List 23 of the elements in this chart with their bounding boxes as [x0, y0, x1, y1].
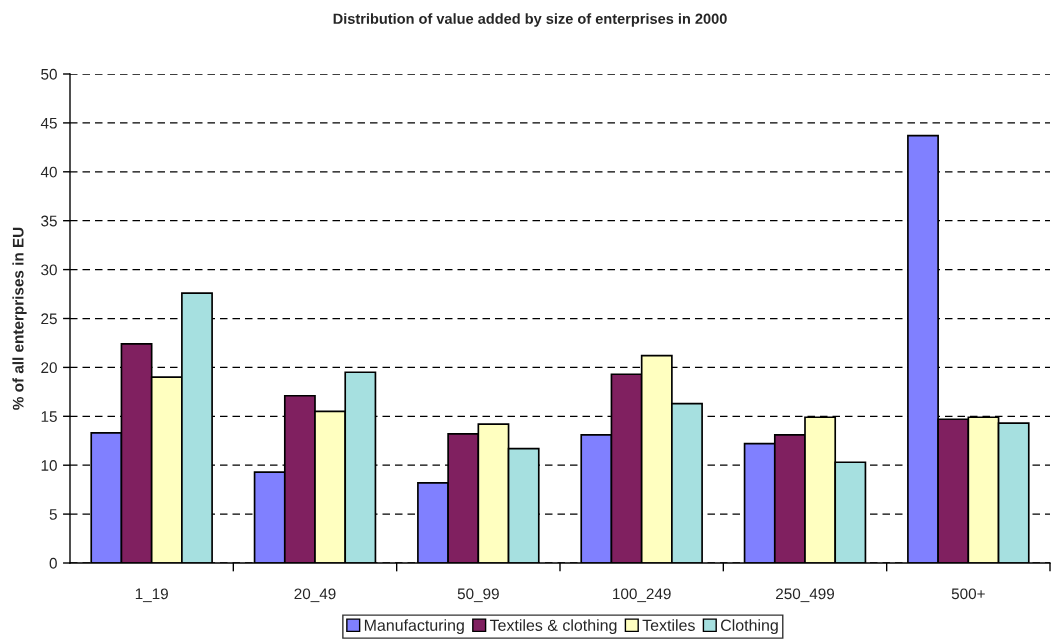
x-tick-label: 1_19	[135, 588, 168, 603]
legend-label: Manufacturing	[364, 619, 464, 635]
y-tick-label: 0	[49, 557, 57, 569]
y-tick-label: 15	[41, 411, 57, 422]
legend-label: Clothing	[720, 619, 778, 635]
y-tick-label: 25	[41, 313, 57, 325]
y-tick-label: 30	[41, 264, 57, 276]
y-axis-title: % of all enterprises in EU	[12, 227, 27, 410]
y-tick-label: 20	[41, 362, 57, 374]
y-tick-label: 5	[49, 509, 57, 520]
x-tick-label: 500+	[951, 588, 985, 600]
legend-label: Textiles & clothing	[489, 619, 617, 635]
y-tick-label: 45	[40, 117, 57, 129]
x-tick-label: 20_49	[294, 588, 336, 603]
x-tick-label: 250_499	[776, 588, 835, 603]
chart-title: Distribution of value added by size of enterprises in 2000	[333, 13, 727, 27]
y-tick-label: 50	[41, 68, 57, 80]
x-tick-label: 100_249	[613, 588, 671, 603]
y-tick-label: 35	[41, 215, 57, 227]
legend-label: Textiles	[642, 619, 695, 631]
x-tick-label: 50_99	[457, 588, 499, 603]
y-tick-label: 10	[41, 460, 57, 471]
y-tick-label: 40	[40, 166, 57, 178]
